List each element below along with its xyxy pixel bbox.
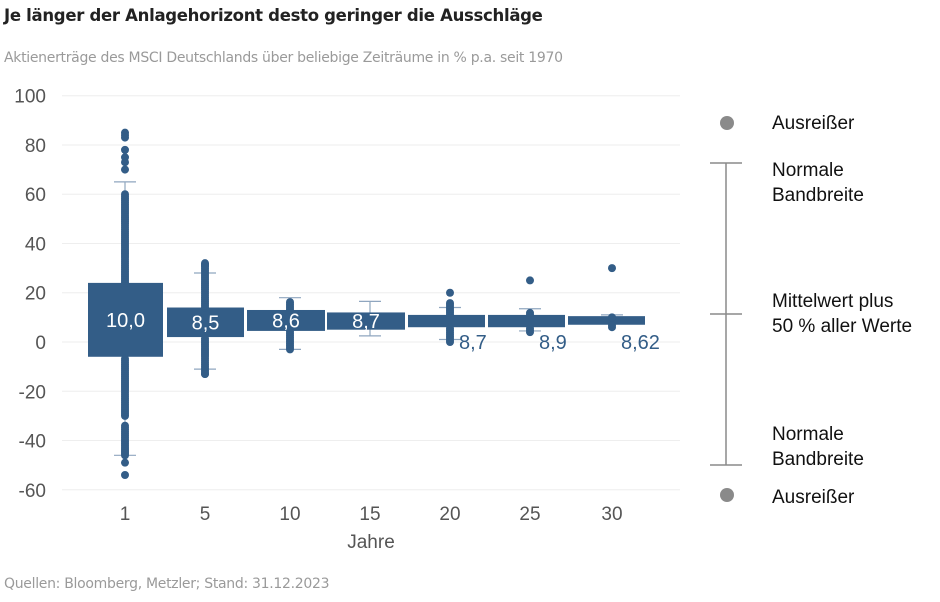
legend-whisker-top-line2: Bandbreite xyxy=(772,185,864,206)
legend-whisker-bottom-line2: Bandbreite xyxy=(772,449,864,470)
outlier-point xyxy=(446,299,454,308)
chart-title: Je länger der Anlagehorizont desto gerin… xyxy=(4,6,543,25)
mean-label: 8,7 xyxy=(459,332,487,354)
outlier-point xyxy=(526,276,534,285)
mean-label: 8,7 xyxy=(352,311,380,333)
box xyxy=(167,307,244,338)
y-tick-label: 60 xyxy=(25,185,46,206)
x-tick-label: 5 xyxy=(200,504,211,525)
x-tick-label: 30 xyxy=(601,504,622,525)
legend-whisker-bottom-line1: Normale xyxy=(772,424,844,445)
x-tick-label: 10 xyxy=(279,504,300,525)
outlier-point xyxy=(608,313,616,322)
outlier-point xyxy=(526,308,534,317)
outlier-point xyxy=(121,421,129,430)
y-tick-label: 0 xyxy=(35,333,46,354)
outlier-point xyxy=(121,354,129,363)
outlier-point xyxy=(121,190,129,199)
outlier-point xyxy=(446,288,454,297)
outlier-point xyxy=(526,324,534,333)
outlier-point xyxy=(201,334,209,343)
y-tick-label: 20 xyxy=(25,284,46,305)
legend-outlier-top-label: Ausreißer xyxy=(772,113,855,134)
mean-label: 8,6 xyxy=(272,310,300,332)
legend-box-line1: Mittelwert plus xyxy=(772,291,894,312)
mean-label: 10,0 xyxy=(106,310,145,332)
y-tick-label: -60 xyxy=(19,481,46,502)
outlier-point xyxy=(121,458,129,467)
legend-outlier-icon xyxy=(720,488,734,502)
box xyxy=(327,312,405,330)
outlier-point xyxy=(608,264,616,273)
mean-label: 8,9 xyxy=(539,332,567,354)
y-tick-label: 100 xyxy=(14,87,46,108)
legend-whisker-bottom-label: Normale Bandbreite xyxy=(772,422,864,472)
legend-whisker-top-line1: Normale xyxy=(772,160,844,181)
legend-box-label: Mittelwert plus 50 % aller Werte xyxy=(772,289,912,339)
chart-subtitle: Aktienerträge des MSCI Deutschlands über… xyxy=(4,50,563,66)
y-tick-label: 40 xyxy=(25,234,46,255)
outlier-point xyxy=(121,133,129,142)
legend-whisker-top-label: Normale Bandbreite xyxy=(772,158,864,208)
legend-box-line2: 50 % aller Werte xyxy=(772,316,913,337)
outlier-point xyxy=(201,261,209,270)
x-tick-label: 1 xyxy=(120,504,131,525)
outlier-point xyxy=(286,327,294,336)
outlier-point xyxy=(121,158,129,167)
outlier-point xyxy=(286,298,294,307)
x-axis-label: Jahre xyxy=(347,532,395,553)
box xyxy=(408,314,485,328)
source-note: Quellen: Bloomberg, Metzler; Stand: 31.1… xyxy=(4,576,330,592)
mean-label: 8,62 xyxy=(621,332,660,354)
outlier-point xyxy=(608,321,616,330)
legend-outlier-bottom-label: Ausreißer xyxy=(772,487,855,508)
x-tick-label: 15 xyxy=(359,504,380,525)
outlier-point xyxy=(121,145,129,154)
outlier-point xyxy=(121,471,129,480)
mean-label: 8,5 xyxy=(192,312,220,334)
x-tick-label: 20 xyxy=(439,504,460,525)
box xyxy=(88,282,163,357)
box xyxy=(488,314,565,328)
legend-outlier-icon xyxy=(720,116,734,130)
box xyxy=(247,309,325,331)
outlier-point xyxy=(446,324,454,333)
y-tick-label: 80 xyxy=(25,136,46,157)
outlier-point xyxy=(121,165,129,174)
outlier-point xyxy=(201,370,209,379)
x-tick-label: 25 xyxy=(519,504,540,525)
y-tick-label: -40 xyxy=(19,432,46,453)
y-tick-label: -20 xyxy=(19,382,46,403)
box xyxy=(568,316,645,325)
